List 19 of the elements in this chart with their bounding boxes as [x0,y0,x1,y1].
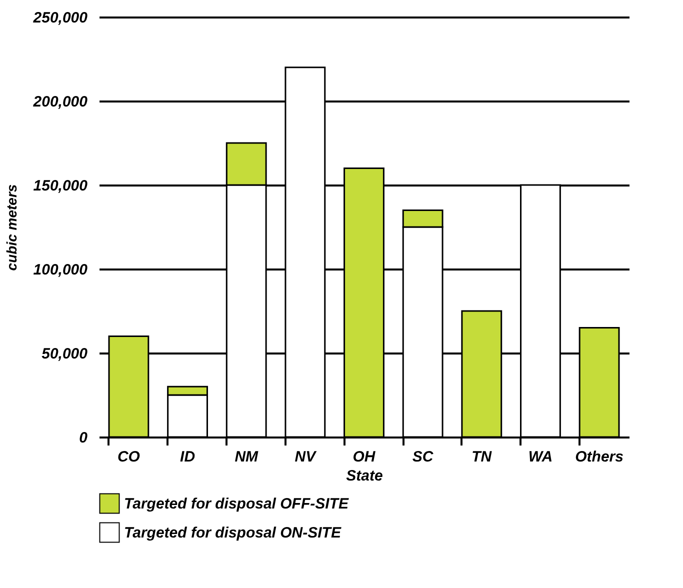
y-tick-label: 150,000 [33,178,88,194]
x-tick-label: OH [352,448,376,466]
y-tick-label: 250,000 [32,10,88,26]
legend-label: Targeted for disposal ON-SITE [124,524,342,542]
y-tick-label: 200,000 [32,94,88,110]
x-tick-label: ID [180,448,196,466]
x-tick-label: WA [528,448,553,466]
x-tick-label: TN [472,448,493,466]
y-tick-label: 50,000 [42,346,88,362]
x-tick-label: NV [294,448,318,466]
x-tick-label: Others [575,448,624,466]
x-tick-label: NM [234,448,259,466]
y-tick-label: 0 [79,430,88,446]
y-axis-title: cubic meters [3,184,20,271]
x-axis-title: State [346,468,383,484]
x-tick-label: CO [117,448,140,466]
x-tick-label: SC [412,448,434,466]
y-tick-label: 100,000 [33,262,88,278]
legend-label: Targeted for disposal OFF-SITE [124,496,350,512]
